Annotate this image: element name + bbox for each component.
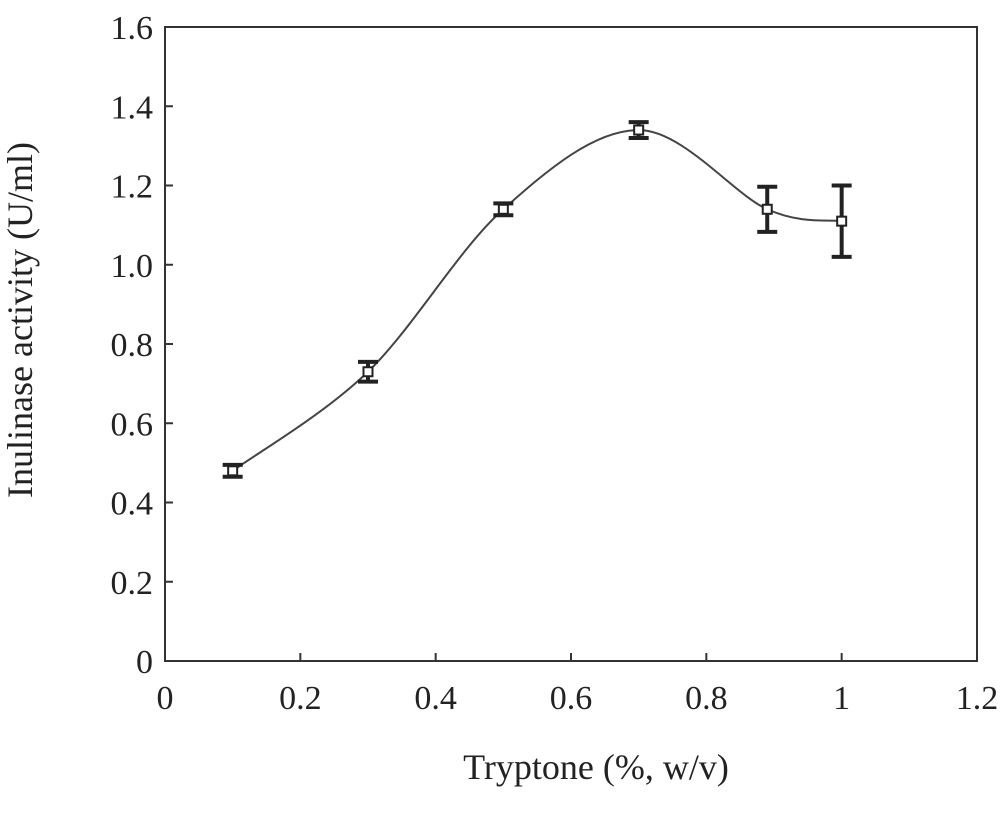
series-line	[232, 129, 842, 472]
y-tick-label: 0.2	[111, 565, 154, 602]
plot-frame	[164, 26, 978, 662]
data-point	[222, 462, 243, 479]
square-marker	[633, 124, 645, 136]
y-tick-label: 1.0	[111, 248, 154, 285]
data-point	[757, 184, 778, 234]
y-tick-label: 0.6	[111, 406, 154, 443]
x-axis-label: Tryptone (%, w/v)	[463, 747, 729, 787]
data-point	[831, 183, 852, 259]
x-tick-label: 0.4	[414, 680, 457, 717]
square-marker	[227, 465, 239, 477]
x-tick-label: 0.6	[550, 680, 593, 717]
x-tick-label: 0	[157, 680, 174, 717]
data-point	[628, 120, 649, 140]
y-tick-label: 1.4	[111, 89, 154, 126]
y-tick-label: 0	[136, 644, 153, 681]
y-axis-label: Inulinase activity (U/ml)	[0, 142, 40, 498]
square-marker	[836, 215, 848, 227]
y-tick-label: 0.8	[111, 327, 154, 364]
x-tick-label: 1	[833, 680, 850, 717]
data-point	[493, 201, 514, 218]
square-marker	[761, 203, 773, 215]
data-point	[358, 359, 378, 384]
x-tick-label: 0.2	[279, 680, 322, 717]
x-tick-label: 0.8	[685, 680, 728, 717]
y-tick-label: 1.6	[111, 10, 154, 47]
square-marker	[497, 203, 509, 215]
y-tick-label: 1.2	[111, 169, 154, 206]
square-marker	[362, 366, 374, 378]
y-tick-label: 0.4	[111, 486, 154, 523]
x-tick-label: 1.2	[956, 680, 999, 717]
